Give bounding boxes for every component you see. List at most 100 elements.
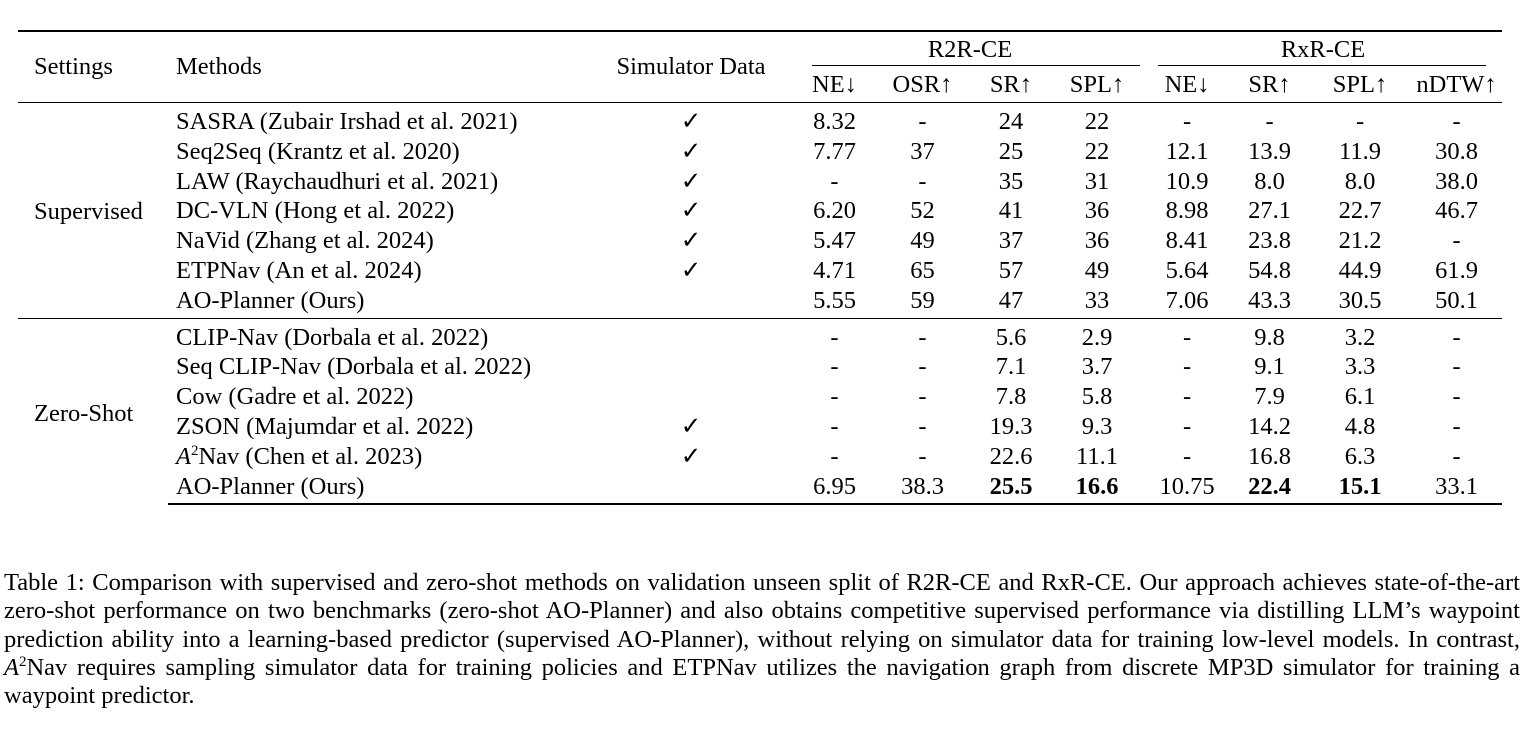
rxr-cell: 3.2 [1309,317,1412,353]
r2r-cell: 2.9 [1050,317,1145,353]
rxr-cell: 30.8 [1435,137,1478,165]
rxr-cell: 15.1 [1309,471,1412,506]
rxr-cell: 6.1 [1344,383,1376,411]
rxr-cell: - [1144,101,1231,137]
r2r-cell: 7.77 [813,137,856,165]
r2r-cell: 9.3 [1081,412,1113,440]
table-row: Seq CLIP-Nav (Dorbala et al. 2022) - - 7.1 3… [18,352,1502,382]
caption-a2nav-var: A [4,653,19,681]
rxr-cell: 10.75 [1144,471,1231,506]
rxr-cell: 5.64 [1165,256,1209,284]
table-row: NaVid (Zhang et al. 2024) ✓ 5.47 49 37 36 8.41… [18,226,1502,256]
table-row: Seq2Seq (Krantz et al. 2020) ✓ 7.77 37 25 22 1… [18,137,1502,167]
rxr-cell: 9.1 [1254,353,1285,381]
method-name: A2Nav (Chen et al. 2023) [168,442,586,472]
rxr-cell: - [1452,412,1461,440]
rxr-cell: - [1452,442,1461,470]
table-row: ZSON (Majumdar et al. 2022) ✓ - - 19.3 9.3 - 14… [18,412,1502,442]
rxr-cell: - [1411,101,1503,137]
header-rxr-ce: RxR-CE [1144,30,1503,67]
method-name: Cow (Gadre et al. 2022) [176,383,414,411]
method-name: CLIP-Nav (Dorbala et al. 2022) [168,317,586,353]
rxr-cell: 12.1 [1165,137,1209,165]
rxr-cell: - [1452,227,1461,255]
method-name: ETPNav (An et al. 2024) [176,256,422,284]
header-r2r-ne: NE↓ [812,70,857,98]
r2r-cell: - [918,412,927,440]
r2r-cell: - [796,317,873,353]
header-r2r-sr: SR↑ [989,70,1033,98]
r2r-cell: 8.32 [796,101,873,137]
rxr-cell: 23.8 [1248,227,1291,255]
r2r-cell: 57 [998,256,1024,284]
simulator-check-icon: ✓ [680,227,702,255]
rxr-cell: 10.9 [1165,167,1209,195]
r2r-cell: - [918,442,927,470]
method-name: Seq2Seq (Krantz et al. 2020) [176,137,460,165]
r2r-cell: 24 [972,101,1050,137]
r2r-cell: - [830,412,839,440]
header-methods: Methods [168,30,586,103]
table-row: Supervised SASRA (Zubair Irshad et al. 20… [18,101,1503,319]
r2r-cell: 22 [1084,137,1110,165]
rxr-cell: 14.2 [1248,412,1291,440]
method-name: LAW (Raychaudhuri et al. 2021) [176,167,499,195]
rxr-cell: - [1182,442,1192,470]
rxr-cell: 33.1 [1411,471,1503,506]
method-name: Seq CLIP-Nav (Dorbala et al. 2022) [176,353,532,381]
method-name: AO-Planner (Ours) [168,471,586,506]
table-row: DC-VLN (Hong et al. 2022) ✓ 6.20 52 41 36 8.98… [18,196,1502,226]
r2r-cell: 7.8 [995,383,1027,411]
header-r2r-spl: SPL↑ [1069,70,1125,98]
method-name: DC-VLN (Hong et al. 2022) [176,197,455,225]
rxr-cell: 4.8 [1344,412,1376,440]
rxr-cell: 9.8 [1230,317,1310,353]
r2r-cell: - [830,383,839,411]
simulator-check-icon: ✓ [680,197,702,225]
r2r-cell: 16.6 [1050,471,1145,506]
simulator-check-icon: ✓ [680,412,702,440]
r2r-cell: 31 [1084,167,1110,195]
rxr-cell: - [1144,317,1231,353]
rxr-cell: 16.8 [1248,442,1291,470]
simulator-check-icon [586,471,796,506]
method-var: A [176,442,191,470]
rxr-cell: 38.0 [1435,167,1478,195]
header-rxr-sr: SR↑ [1248,70,1291,98]
simulator-check-icon: ✓ [680,256,702,284]
rxr-cell: 7.9 [1254,383,1285,411]
caption-text-part2: Nav requires sampling simulator data for… [4,653,1520,710]
rxr-cell: 21.2 [1338,227,1382,255]
simulator-check-icon: ✓ [680,167,702,195]
rxr-cell: - [1411,317,1503,353]
simulator-check-icon: ✓ [680,137,702,165]
header-rxr-ne: NE↓ [1164,70,1210,98]
rxr-cell: - [1182,412,1192,440]
r2r-cell: 59 [910,286,935,314]
rxr-cell: 8.0 [1344,167,1376,195]
rxr-cell: 30.5 [1338,286,1382,314]
simulator-check-icon [586,286,796,318]
rxr-cell: 22.7 [1338,197,1382,225]
table-body: Supervised SASRA (Zubair Irshad et al. 20… [18,101,1503,506]
r2r-cell: 25 [998,137,1024,165]
r2r-cell: 7.1 [995,353,1027,381]
r2r-cell: - [830,167,839,195]
table-row: Zero-Shot CLIP-Nav (Dorbala et al. 2022) -… [18,317,1503,505]
header-rxr-ndtw: nDTW↑ [1416,70,1497,98]
simulator-check-icon [586,382,796,412]
r2r-cell: 41 [998,197,1024,225]
r2r-cell: 6.95 [796,471,873,506]
simulator-check-icon [586,352,796,382]
rxr-cell: 11.9 [1339,137,1382,165]
rxr-cell: - [1182,383,1192,411]
r2r-cell: 5.55 [813,286,856,314]
rxr-cell: 27.1 [1248,197,1291,225]
rxr-cell: 8.98 [1165,197,1209,225]
table-row: ETPNav (An et al. 2024) ✓ 4.71 65 57 49 5.64 54… [18,256,1502,286]
rxr-cell: - [1309,101,1412,137]
caption-text-part1: Table 1: Comparison with supervised and … [4,569,1520,653]
rxr-cell: 6.3 [1344,442,1376,470]
rxr-cell: - [1230,101,1310,137]
r2r-cell: 5.47 [813,227,856,255]
